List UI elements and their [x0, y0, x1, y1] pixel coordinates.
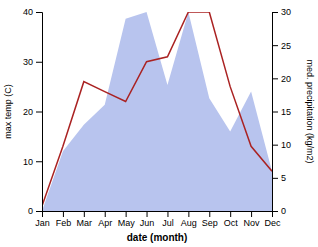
axis-line [273, 13, 279, 212]
tick-label: Nov [244, 218, 261, 228]
tick-mark [272, 112, 278, 113]
tick-label: 10 [23, 157, 33, 167]
tick-mark [105, 211, 106, 217]
tick-mark [63, 211, 64, 217]
tick-mark [36, 62, 42, 63]
tick: Jan [35, 211, 50, 228]
tick-label: 0 [28, 206, 33, 216]
tick: Dec [264, 211, 281, 228]
area [42, 12, 272, 211]
marks [42, 12, 272, 211]
tick: Jul [162, 211, 174, 228]
tick: 25 [272, 41, 291, 51]
axis-line [43, 212, 273, 218]
tick: 20 [272, 74, 291, 84]
tick-label: 5 [281, 173, 286, 183]
tick-mark [36, 12, 42, 13]
y2-axis: 0 5 10 15 20 25 30 [272, 7, 291, 216]
tick-mark [84, 211, 85, 217]
tick-label: 20 [281, 74, 291, 84]
tick: Nov [244, 211, 261, 228]
tick-label: May [118, 218, 136, 228]
tick: 5 [272, 173, 286, 183]
tick-mark [147, 211, 148, 217]
chart: JanFebMarAprMayJunJulAugSepOctNovDec0102… [0, 0, 318, 247]
tick-mark [188, 211, 189, 217]
tick-label: Apr [98, 218, 112, 228]
tick: Oct [224, 211, 239, 228]
plot: JanFebMarAprMayJunJulAugSepOctNovDec0102… [3, 7, 315, 243]
tick-mark [36, 211, 42, 212]
chart-container: JanFebMarAprMayJunJulAugSepOctNovDec0102… [0, 0, 318, 247]
tick-label: 0 [281, 206, 286, 216]
y-axis: 0 10 20 30 40 [23, 7, 43, 216]
tick-mark [167, 211, 168, 217]
tick-mark [36, 161, 42, 162]
tick: 30 [23, 57, 42, 67]
tick-label: 30 [23, 57, 33, 67]
tick-label: Dec [264, 218, 281, 228]
tick-mark [230, 211, 231, 217]
tick: 0 [272, 206, 286, 216]
tick-mark [272, 78, 278, 79]
tick-mark [272, 211, 278, 212]
tick: 40 [23, 7, 42, 17]
tick: 20 [23, 107, 42, 117]
x-axis: Jan Feb Mar Apr May Jun Jul Aug Sep Oct NovDec [35, 211, 281, 228]
tick-mark [36, 112, 42, 113]
line [42, 12, 272, 206]
y-axis-title: max temp (C) [3, 84, 13, 139]
tick-label: 40 [23, 7, 33, 17]
tick-label: Aug [181, 218, 197, 228]
tick: Sep [202, 211, 218, 228]
tick-label: 25 [281, 41, 291, 51]
tick-mark [209, 211, 210, 217]
tick: 15 [272, 107, 291, 117]
tick: 10 [23, 157, 42, 167]
tick: 0 [28, 206, 42, 216]
tick-label: Sep [202, 218, 218, 228]
tick-label: Mar [77, 218, 93, 228]
x-axis-title: date (month) [127, 232, 188, 243]
tick-mark [126, 211, 127, 217]
tick: Mar [77, 211, 93, 228]
axis-line [36, 13, 43, 212]
tick-mark [272, 178, 278, 179]
tick-label: Oct [224, 218, 239, 228]
tick-label: Jan [35, 218, 50, 228]
tick: Aug [181, 211, 197, 228]
tick: 10 [272, 140, 291, 150]
tick-label: 20 [23, 107, 33, 117]
tick-label: 10 [281, 140, 291, 150]
tick-label: Feb [56, 218, 72, 228]
tick: Jun [140, 211, 155, 228]
tick-label: Jul [162, 218, 174, 228]
y2-axis-title: med. precipitation (kg/m2) [305, 59, 315, 163]
tick-label: Jun [140, 218, 155, 228]
tick: 30 [272, 7, 291, 17]
tick: Apr [98, 211, 112, 228]
tick-mark [272, 145, 278, 146]
tick-label: 15 [281, 107, 291, 117]
tick-mark [272, 45, 278, 46]
tick-mark [251, 211, 252, 217]
tick-label: 30 [281, 7, 291, 17]
tick: May [118, 211, 136, 228]
tick-mark [272, 12, 278, 13]
tick: Feb [56, 211, 72, 228]
